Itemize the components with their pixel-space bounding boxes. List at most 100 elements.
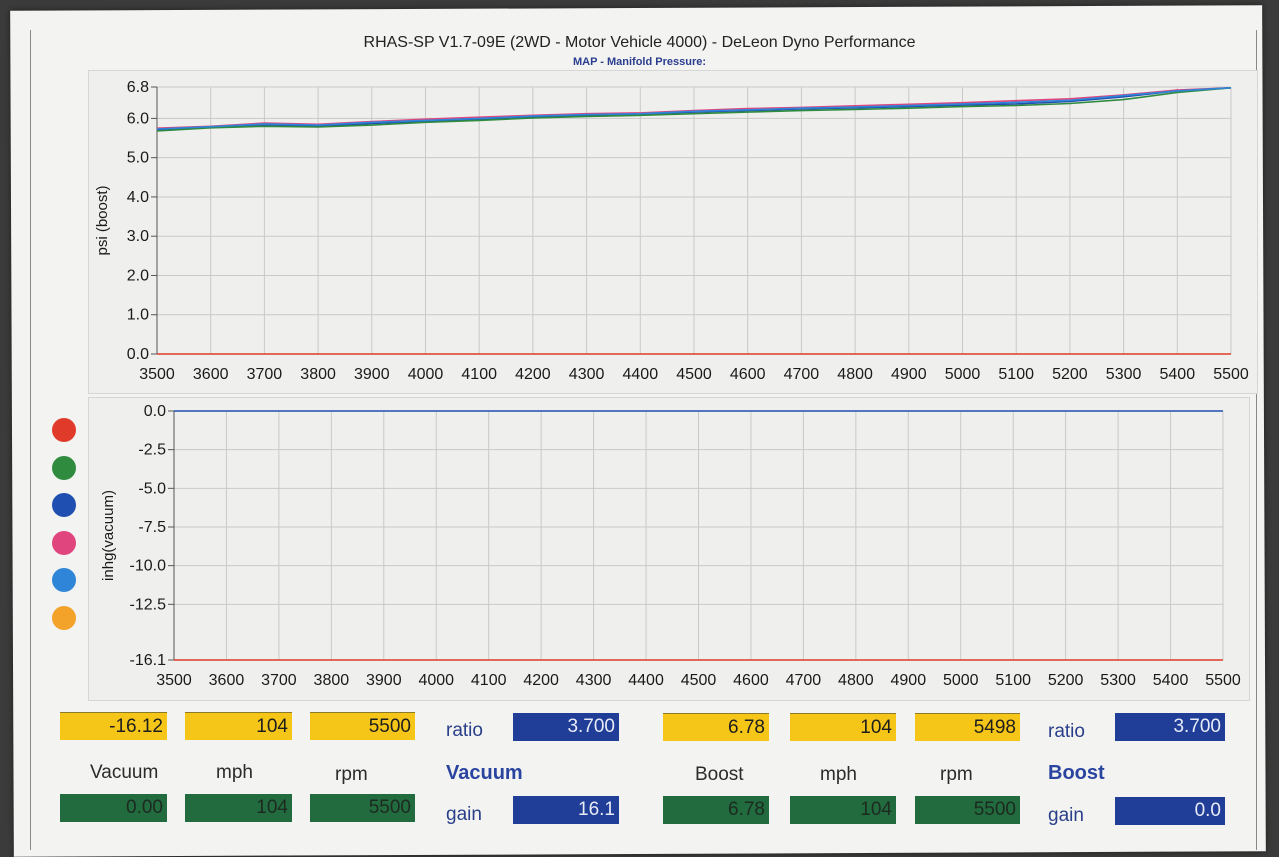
boost-chart-x-tick-label: 5300 (1106, 366, 1142, 383)
vacuum-mph-label: mph (216, 762, 253, 783)
boost-mph-readout: 104 (790, 713, 896, 741)
boost-chart-x-tick-label: 4300 (569, 366, 605, 383)
boost-chart-x-tick-label: 4000 (408, 366, 444, 383)
boost-gain-readout: 0.0 (1115, 797, 1225, 825)
boost-chart-x-tick-label: 3600 (193, 366, 229, 383)
vacuum-ratio-readout: 3.700 (513, 713, 619, 741)
vacuum-chart-panel: 3500 3600 3700 3800 3900 4000 4100 4200 4300 4400… (88, 397, 1250, 701)
boost-rpm-readout: 5498 (915, 713, 1020, 741)
boost-chart-x-tick-label: 4700 (784, 366, 820, 383)
vacuum-chart-y-tick-label: -12.5 (130, 596, 167, 613)
vacuum-chart-x-tick-label: 5200 (1048, 672, 1084, 689)
vacuum-chart-x-tick-label: 3500 (156, 672, 192, 689)
boost-chart-x-tick-label: 4500 (676, 366, 712, 383)
vacuum-chart-y-tick-label: -5.0 (138, 480, 166, 497)
boost-chart-x-tick-label: 4800 (837, 366, 873, 383)
boost-chart-y-tick-label: 4.0 (127, 189, 149, 206)
boost-chart-series-line-3 (156, 87, 1232, 130)
vacuum-chart-x-tick-label: 3800 (314, 672, 350, 689)
boost-chart-x-tick-label: 5000 (945, 366, 981, 383)
vacuum-peak-mph-readout: 104 (185, 794, 292, 822)
vacuum-value-readout: -16.12 (60, 712, 167, 740)
boost-value-readout: 6.78 (663, 713, 769, 741)
boost-chart-series-line-2 (156, 87, 1232, 132)
boost-section-label: Boost (1048, 762, 1105, 784)
boost-peak-mph-readout: 104 (790, 796, 896, 824)
vacuum-chart-x-tick-label: 4700 (786, 672, 822, 689)
boost-chart-x-tick-label: 3900 (354, 366, 390, 383)
boost-chart-x-tick-label: 5400 (1160, 366, 1196, 383)
vacuum-chart: 3500 3600 3700 3800 3900 4000 4100 4200 4300 4400… (100, 403, 1241, 689)
boost-chart-x-tick-label: 4400 (623, 366, 659, 383)
legend-dot-light-blue (52, 568, 76, 593)
legend-dot-green (52, 455, 76, 480)
vacuum-chart-y-tick-label: -2.5 (138, 442, 166, 459)
boost-chart-y-axis-label: psi (boost) (94, 185, 111, 255)
boost-gain-label: gain (1048, 805, 1084, 826)
vacuum-gain-label: gain (446, 804, 482, 825)
vacuum-chart-x-tick-label: 4200 (523, 672, 559, 689)
vacuum-chart-x-tick-label: 3600 (209, 672, 245, 689)
legend-dot-orange (52, 605, 76, 630)
vacuum-chart-x-tick-label: 4600 (733, 672, 769, 689)
boost-chart-panel: 3500 3600 3700 3800 3900 4000 4100 4200 4300 4400… (88, 70, 1258, 394)
color-legend-dots (52, 418, 76, 644)
chart-subtitle: MAP - Manifold Pressure: (572, 56, 707, 68)
boost-chart-x-tick-label: 4200 (515, 366, 551, 383)
boost-chart-x-tick-label: 4100 (461, 366, 497, 383)
vacuum-section-label: Vacuum (446, 762, 523, 784)
vacuum-chart-y-tick-label: -7.5 (138, 519, 166, 536)
vacuum-chart-x-tick-label: 3900 (366, 672, 402, 689)
boost-chart-y-tick-label: 0.0 (127, 346, 149, 363)
boost-label: Boost (695, 764, 744, 785)
vacuum-chart-x-tick-label: 5100 (995, 672, 1031, 689)
vacuum-chart-x-tick-label: 4800 (838, 672, 874, 689)
boost-chart-x-tick-label: 3800 (300, 366, 336, 383)
legend-dot-blue (52, 493, 76, 518)
vacuum-chart-x-tick-label: 4900 (891, 672, 927, 689)
boost-chart-y-tick-label: 3.0 (127, 228, 149, 245)
boost-chart-x-tick-label: 5100 (998, 366, 1034, 383)
vacuum-chart-y-tick-label: -10.0 (130, 558, 167, 575)
vacuum-peak-readout: 0.00 (60, 794, 167, 822)
boost-ratio-readout: 3.700 (1115, 713, 1225, 741)
boost-chart-x-tick-label: 3700 (247, 366, 283, 383)
boost-rpm-label: rpm (940, 764, 973, 785)
vacuum-chart-x-tick-label: 5400 (1153, 672, 1189, 689)
vacuum-rpm-label: rpm (335, 764, 368, 785)
vacuum-chart-y-tick-label: 0.0 (144, 403, 166, 420)
vacuum-chart-x-tick-label: 3700 (261, 672, 297, 689)
vacuum-chart-y-tick-label: -16.1 (130, 652, 167, 669)
boost-peak-rpm-readout: 5500 (915, 796, 1020, 824)
printout-frame (30, 30, 1257, 850)
vacuum-chart-x-tick-label: 4100 (471, 672, 507, 689)
boost-ratio-label: ratio (1048, 721, 1085, 742)
legend-dot-red (52, 418, 76, 442)
boost-chart-x-tick-label: 3500 (139, 366, 175, 383)
boost-chart-y-tick-label: 5.0 (127, 150, 149, 167)
boost-chart-x-tick-label: 5500 (1213, 366, 1249, 383)
boost-chart-x-tick-label: 5200 (1052, 366, 1088, 383)
vacuum-peak-rpm-readout: 5500 (310, 794, 415, 822)
boost-chart-y-tick-label: 6.0 (127, 110, 149, 127)
vacuum-chart-x-tick-label: 5500 (1205, 672, 1241, 689)
vacuum-ratio-label: ratio (446, 720, 483, 741)
boost-chart-x-tick-label: 4600 (730, 366, 766, 383)
vacuum-chart-x-tick-label: 4000 (418, 672, 454, 689)
vacuum-mph-readout: 104 (185, 712, 292, 740)
vacuum-chart-x-tick-label: 5000 (943, 672, 979, 689)
vacuum-chart-x-tick-label: 5300 (1100, 672, 1136, 689)
legend-dot-pink (52, 530, 76, 555)
boost-chart-x-tick-label: 4900 (891, 366, 927, 383)
boost-chart-y-tick-label: 1.0 (127, 307, 149, 324)
boost-chart: 3500 3600 3700 3800 3900 4000 4100 4200 4300 4400… (94, 79, 1249, 383)
vacuum-rpm-readout: 5500 (310, 712, 415, 740)
vacuum-chart-y-axis-label: inhg(vacuum) (100, 490, 117, 581)
vacuum-chart-x-tick-label: 4300 (576, 672, 612, 689)
report-title: RHAS-SP V1.7-09E (2WD - Motor Vehicle 40… (363, 34, 916, 51)
vacuum-chart-x-tick-label: 4400 (628, 672, 664, 689)
boost-peak-readout: 6.78 (663, 796, 769, 824)
vacuum-chart-x-tick-label: 4500 (681, 672, 717, 689)
boost-mph-label: mph (820, 764, 857, 785)
vacuum-gain-readout: 16.1 (513, 796, 619, 824)
